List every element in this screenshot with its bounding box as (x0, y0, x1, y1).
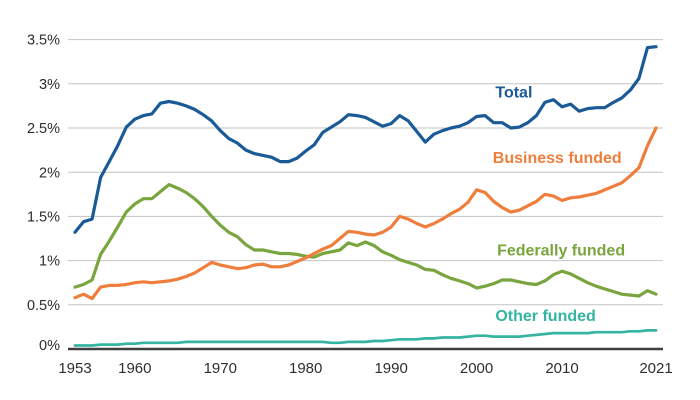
y-tick-label: 1% (39, 254, 60, 270)
y-tick-label: 2.5% (27, 121, 60, 137)
y-tick-label: 0.5% (27, 298, 60, 314)
series-label-federally-funded: Federally funded (497, 243, 625, 260)
x-tick-label: 1960 (118, 360, 151, 377)
series-line-other-funded (73, 329, 658, 347)
y-tick-label: 1.5% (27, 209, 60, 225)
y-tick-label: 3% (39, 77, 60, 93)
x-tick-label: 1990 (374, 360, 407, 377)
x-tick-label: 1980 (289, 360, 322, 377)
series-line-business-funded (73, 126, 658, 301)
x-tick-label: 1970 (204, 360, 237, 377)
x-tick-label: 1953 (58, 360, 91, 377)
y-tick-label: 3.5% (27, 33, 60, 49)
series-line-federally-funded (73, 183, 658, 298)
series-line-total (73, 45, 658, 234)
x-tick-label: 2021 (639, 360, 672, 377)
x-tick-label: 2010 (545, 360, 578, 377)
series-label-business-funded: Business funded (493, 150, 622, 167)
y-tick-label: 0% (39, 338, 60, 354)
x-tick-label: 2000 (460, 360, 493, 377)
y-tick-label: 2% (39, 165, 60, 181)
series-label-total: Total (495, 84, 532, 101)
series-label-other-funded: Other funded (495, 308, 595, 325)
